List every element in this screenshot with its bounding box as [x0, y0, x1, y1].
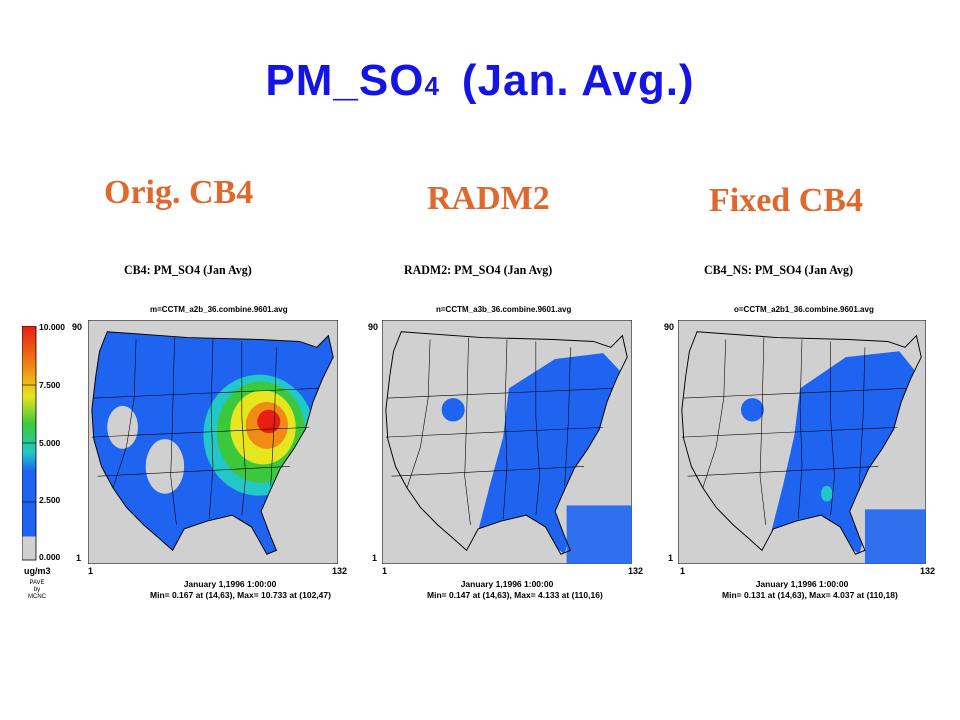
x-min-label: 1 — [680, 566, 686, 576]
concentration-map — [382, 320, 632, 564]
legend-unit: ug/m3 — [24, 566, 51, 576]
column-heading-orig-cb4: Orig. CB4 — [104, 174, 254, 211]
y-max-label: 90 — [664, 322, 675, 332]
y-max-label: 90 — [368, 322, 379, 332]
x-max-label: 132 — [628, 566, 644, 576]
legend-tick-2-5: 2.500 — [39, 495, 61, 505]
concentration-map — [678, 320, 926, 564]
credit-line: MCNC — [28, 594, 46, 600]
legend-tick-7-5: 7.500 — [39, 380, 61, 390]
x-max-label: 132 — [920, 566, 936, 576]
y-min-label: 1 — [76, 553, 82, 563]
y-max-label: 90 — [72, 322, 83, 332]
panel-file: o=CCTM_a2b1_36.combine.9601.avg — [734, 305, 874, 314]
panel-stats: Min= 0.131 at (14,63), Max= 4.037 at (11… — [722, 590, 898, 600]
panel-footer: January 1,1996 1:00:00 Min= 0.147 at (14… — [427, 579, 603, 601]
credit-line: PAVE — [29, 580, 45, 586]
legend-color-bar — [22, 326, 37, 561]
x-min-label: 1 — [88, 566, 94, 576]
panel-file: m=CCTM_a2b_36.combine.9601.avg — [150, 305, 288, 314]
credit-line: by — [33, 587, 41, 593]
panel-title: RADM2: PM_SO4 (Jan Avg) — [404, 262, 553, 277]
concentration-map — [88, 320, 338, 564]
panel-stats: Min= 0.147 at (14,63), Max= 4.133 at (11… — [427, 590, 603, 600]
column-heading-radm2: RADM2 — [427, 180, 550, 217]
column-heading-fixed-cb4: Fixed CB4 — [709, 182, 863, 219]
y-min-label: 1 — [668, 553, 674, 563]
x-max-label: 132 — [332, 566, 348, 576]
panel-footer: January 1,1996 1:00:00 Min= 0.131 at (14… — [722, 579, 898, 601]
page-title: PM_SO4 (Jan. Avg.) — [265, 56, 695, 105]
legend-tick-5: 5.000 — [39, 438, 61, 448]
panel-title: CB4: PM_SO4 (Jan Avg) — [124, 262, 252, 277]
legend-tick-10: 10.000 — [39, 322, 65, 332]
panel-file: n=CCTM_a3b_36.combine.9601.avg — [436, 305, 572, 314]
pave-credit: PAVE by MCNC — [24, 580, 50, 601]
legend-tick-0: 0.000 — [39, 552, 61, 562]
panel-date: January 1,1996 1:00:00 — [755, 579, 849, 589]
x-min-label: 1 — [382, 566, 388, 576]
panel-stats: Min= 0.167 at (14,63), Max= 10.733 at (1… — [150, 590, 331, 600]
panel-title: CB4_NS: PM_SO4 (Jan Avg) — [704, 262, 853, 277]
panel-date: January 1,1996 1:00:00 — [460, 579, 554, 589]
panel-footer: January 1,1996 1:00:00 Min= 0.167 at (14… — [150, 579, 331, 601]
panel-date: January 1,1996 1:00:00 — [183, 579, 277, 589]
y-min-label: 1 — [372, 553, 378, 563]
